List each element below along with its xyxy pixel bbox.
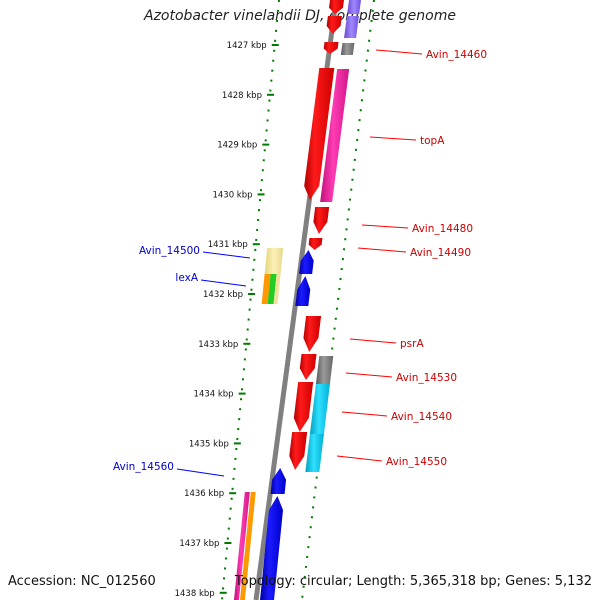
label-leader [202,251,251,259]
gene-lexA-blue [295,276,311,306]
tick-label: 1430 kbp [212,190,252,200]
gene-violet-top2 [344,16,359,38]
tick-label: 1437 kbp [179,539,219,549]
tick-label: 1432 kbp [203,290,243,300]
gene-label-Avin_14480: Avin_14480 [412,223,473,235]
gene-Avin_14560-blue [270,468,287,494]
tick-label: 1429 kbp [217,141,257,151]
gene-white-gap [245,492,259,600]
gene-label-Avin_14500: Avin_14500 [139,245,200,257]
label-leader [341,411,388,417]
gene-Avin_14490 [308,238,323,250]
label-leader [361,224,409,229]
tick-label: 1436 kbp [184,489,224,499]
gene-Avin_14540 [309,384,330,434]
genome-summary-text: Topology: circular; Length: 5,365,318 bp… [234,574,592,589]
gene-Avin_14480 [313,207,330,234]
gene-label-Avin_14550: Avin_14550 [386,456,447,468]
gene-orange-long [240,492,256,600]
label-leader [176,468,225,477]
gene-label-Avin_14460: Avin_14460 [426,49,487,61]
gene-psrA [303,316,322,352]
gene-label-psrA: psrA [400,338,424,350]
gene-label-Avin_14540: Avin_14540 [391,411,452,423]
gene-Avin_14500-blue [299,250,314,274]
tick-label: 1434 kbp [194,390,234,400]
label-leader [369,136,417,141]
gene-red-top [328,0,344,14]
gene-label-Avin_14530: Avin_14530 [396,372,457,384]
tick-label: 1433 kbp [198,340,238,350]
gene-Avin_14530 [315,356,334,384]
tick-label: 1431 kbp [208,240,248,250]
reverse-strand-guide [221,0,280,600]
gene-label-Avin_14490: Avin_14490 [410,247,471,259]
tick-label: 1427 kbp [227,41,267,51]
gene-Avin_14530-red [299,354,317,380]
gene-blue-long [260,496,283,600]
label-leader [200,279,247,287]
forward-strand-guide [301,0,375,600]
gene-red-top2 [326,16,342,34]
accession-text: Accession: NC_012560 [8,574,156,589]
tick-label: 1435 kbp [189,439,229,449]
gene-violet-top [347,0,361,14]
tick-label: 1438 kbp [175,589,215,599]
tick-label: 1428 kbp [222,91,262,101]
gene-Avin_14550 [305,434,324,472]
gene-pink-long [234,492,250,600]
gene-label-topA: topA [420,135,445,147]
gene-topA [304,68,335,200]
label-leader [357,247,407,253]
label-leader [349,338,397,344]
label-leader [336,455,383,462]
title: Azotobacter vinelandii DJ, complete geno… [144,8,456,24]
gene-Avin_14550-red [289,432,308,470]
gene-Avin_14540-red [293,382,314,432]
gene-Avin_14460 [340,43,355,55]
label-leader [345,372,393,378]
gene-label-lexA: lexA [175,272,198,284]
gene-label-Avin_14560: Avin_14560 [113,461,174,473]
gene-Avin_14460-red [323,42,339,54]
gene-lexA-yellow [273,274,281,304]
gene-topA-pink [320,69,350,202]
label-leader [375,49,423,55]
gene-Avin_14500 [264,248,284,274]
